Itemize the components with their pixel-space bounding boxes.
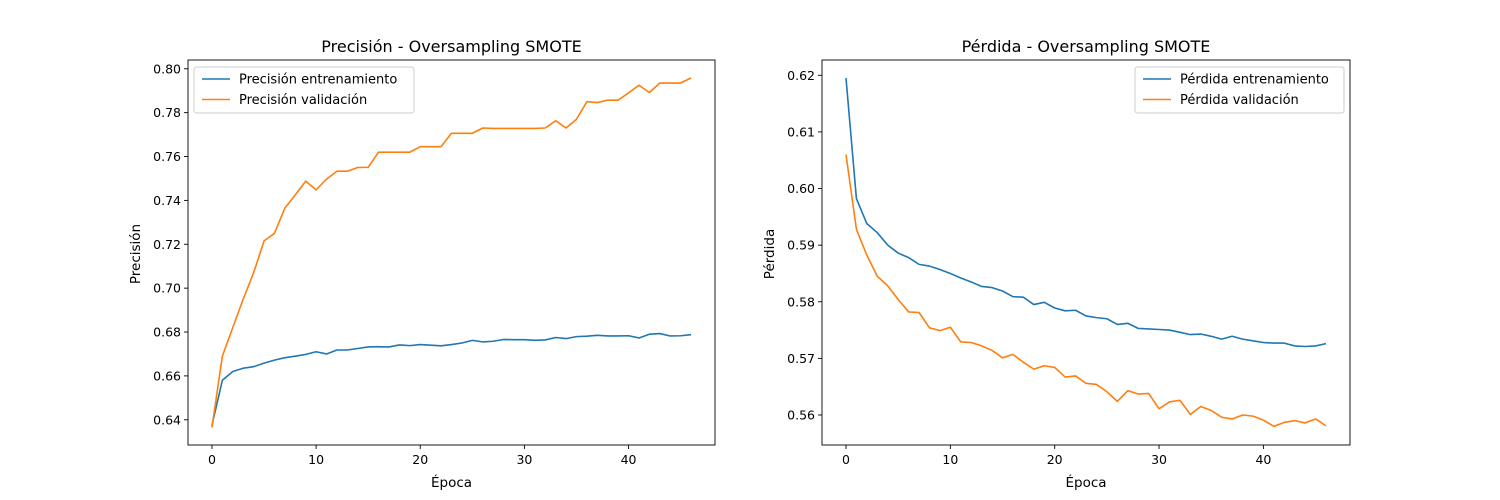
accuracy-y-tick-label: 0.78 (153, 105, 181, 120)
loss-x-tick-label: 10 (942, 452, 958, 467)
accuracy-x-tick-label: 40 (621, 452, 637, 467)
accuracy-series-line-0 (211, 332, 692, 426)
loss-legend-label-0: Pérdida entrenamiento (1180, 73, 1329, 88)
loss-plot-area (845, 78, 1327, 428)
accuracy-y-tick-label: 0.80 (153, 61, 181, 76)
accuracy-series-line-1 (211, 77, 692, 428)
loss-y-axis-label: Pérdida (762, 229, 778, 279)
accuracy-x-tick-label: 20 (412, 452, 428, 467)
loss-panel: Pérdida - Oversampling SMOTE Época Pérdi… (762, 37, 1351, 491)
loss-y-tick-label: 0.59 (787, 238, 815, 253)
loss-y-tick-label: 0.57 (787, 351, 815, 366)
loss-x-tick-label: 20 (1047, 452, 1063, 467)
accuracy-y-axis-label: Precisión (128, 224, 144, 284)
loss-axes-frame (821, 59, 1351, 446)
accuracy-chart-title: Precisión - Oversampling SMOTE (321, 37, 581, 56)
accuracy-x-axis-label: Época (431, 474, 472, 491)
accuracy-y-tick-label: 0.72 (153, 237, 181, 252)
loss-legend-box (1134, 66, 1345, 114)
accuracy-y-tick-label: 0.64 (153, 412, 181, 427)
loss-y-tick-label: 0.58 (787, 294, 815, 309)
loss-x-tick-label: 30 (1151, 452, 1167, 467)
loss-chart-title: Pérdida - Oversampling SMOTE (962, 37, 1211, 56)
loss-series-line-0 (845, 78, 1327, 348)
accuracy-y-tick-label: 0.74 (153, 193, 181, 208)
accuracy-legend-box (193, 66, 415, 114)
loss-y-tick-label: 0.62 (787, 68, 815, 83)
accuracy-y-tick-label: 0.70 (153, 281, 181, 296)
accuracy-y-tick-label: 0.68 (153, 325, 181, 340)
accuracy-y-tick-label: 0.76 (153, 149, 181, 164)
accuracy-axes-frame (187, 59, 716, 446)
loss-y-tick-label: 0.61 (787, 124, 815, 139)
accuracy-panel: Precisión - Oversampling SMOTE Época Pre… (128, 37, 716, 491)
accuracy-x-tick-label: 0 (208, 452, 216, 467)
accuracy-x-tick-label: 30 (516, 452, 532, 467)
accuracy-legend-label-1: Precisión validación (239, 93, 367, 108)
accuracy-plot-area (211, 77, 692, 428)
loss-y-tick-label: 0.56 (787, 407, 815, 422)
accuracy-legend: Precisión entrenamiento Precisión validac… (193, 66, 415, 114)
loss-x-tick-label: 40 (1255, 452, 1271, 467)
loss-series-line-1 (845, 154, 1327, 428)
loss-legend-label-1: Pérdida validación (1180, 93, 1299, 108)
loss-x-tick-label: 0 (842, 452, 850, 467)
accuracy-y-tick-label: 0.66 (153, 368, 181, 383)
loss-x-axis-label: Época (1065, 474, 1106, 491)
loss-legend: Pérdida entrenamiento Pérdida validación (1134, 66, 1345, 114)
accuracy-x-tick-label: 10 (308, 452, 324, 467)
loss-y-tick-label: 0.60 (787, 181, 815, 196)
accuracy-legend-label-0: Precisión entrenamiento (239, 73, 397, 88)
